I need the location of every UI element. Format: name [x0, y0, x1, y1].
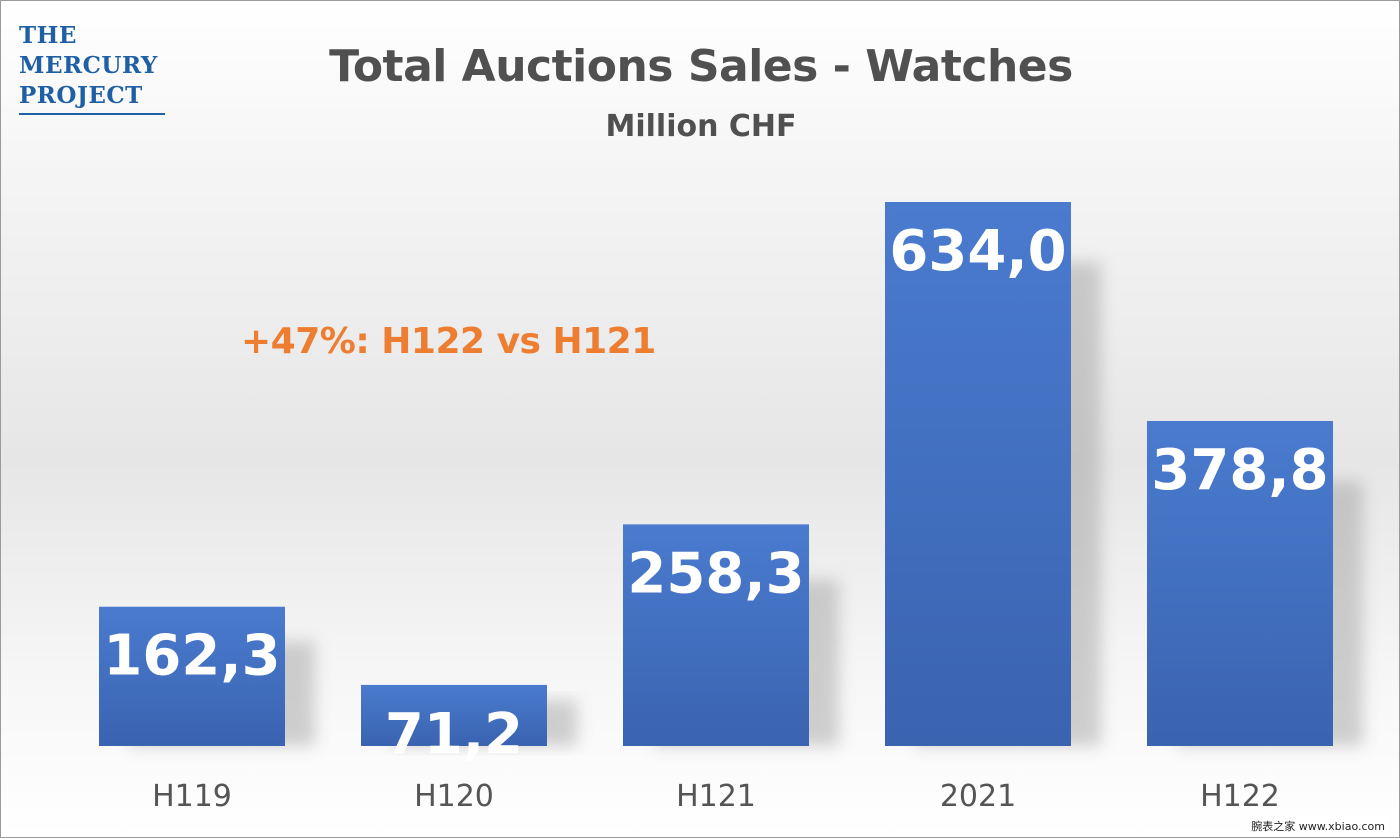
- logo-line-3: PROJECT: [19, 82, 143, 109]
- data-label: 258,3: [627, 541, 804, 606]
- mercury-project-logo: THE MERCURY PROJECT: [19, 21, 165, 115]
- chart-subtitle: Million CHF: [605, 109, 797, 144]
- bar-h120: [361, 684, 547, 746]
- logo-line-1: THE: [19, 22, 77, 49]
- data-label: 71,2: [385, 702, 523, 767]
- chart-title: Total Auctions Sales - Watches: [329, 41, 1073, 92]
- data-label: 162,3: [103, 624, 280, 689]
- x-tick-label: H120: [414, 779, 494, 814]
- x-tick-label: H121: [676, 779, 756, 814]
- logo-line-2: MERCURY: [19, 52, 158, 79]
- watermark-text: 腕表之家 www.xbiao.com: [1247, 817, 1389, 835]
- x-tick-label: H122: [1200, 779, 1280, 814]
- bar-2021: [885, 202, 1071, 746]
- data-label: 634,0: [889, 219, 1066, 284]
- bar-h122: [1147, 420, 1333, 746]
- growth-annotation: +47%: H122 vs H121: [241, 321, 656, 362]
- data-label: 378,8: [1151, 438, 1328, 503]
- bar-h119: [99, 606, 285, 746]
- x-tick-label: 2021: [940, 779, 1016, 814]
- bar-h121: [623, 524, 809, 746]
- x-tick-label: H119: [152, 779, 232, 814]
